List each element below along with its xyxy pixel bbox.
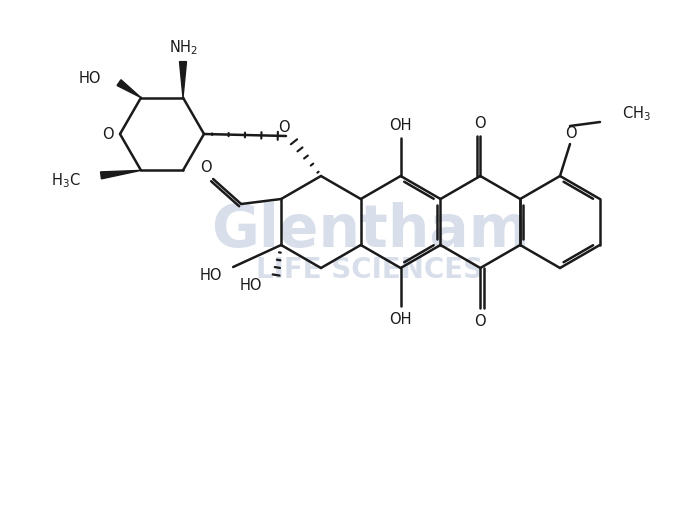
Text: NH$_2$: NH$_2$ — [168, 38, 198, 57]
Text: O: O — [200, 160, 212, 175]
Polygon shape — [100, 171, 141, 179]
Text: LIFE SCIENCES: LIFE SCIENCES — [256, 256, 484, 284]
Text: HO: HO — [239, 278, 262, 292]
Polygon shape — [117, 80, 141, 98]
Text: CH$_3$: CH$_3$ — [622, 105, 651, 123]
Text: HO: HO — [79, 71, 101, 86]
Text: O: O — [278, 120, 290, 135]
Text: O: O — [565, 125, 577, 140]
Text: OH: OH — [389, 311, 412, 327]
Text: H$_3$C: H$_3$C — [52, 171, 81, 190]
Text: OH: OH — [389, 118, 412, 133]
Text: Glentham: Glentham — [211, 202, 530, 258]
Text: HO: HO — [200, 267, 223, 282]
Text: O: O — [475, 115, 486, 131]
Text: O: O — [475, 314, 486, 329]
Polygon shape — [180, 62, 187, 98]
Text: O: O — [102, 126, 114, 141]
